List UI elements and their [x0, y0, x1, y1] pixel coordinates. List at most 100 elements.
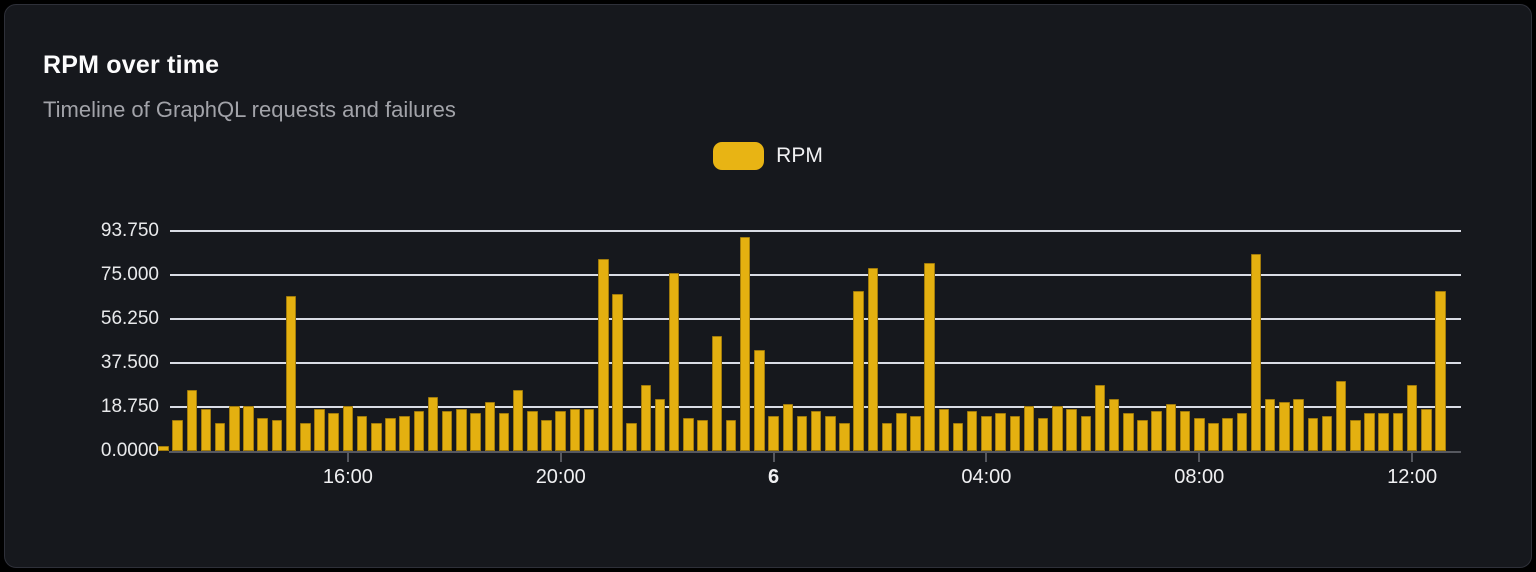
- bar[interactable]: [257, 418, 268, 451]
- bar[interactable]: [328, 413, 339, 451]
- bar[interactable]: [1037, 418, 1049, 451]
- bar[interactable]: [1108, 399, 1120, 451]
- bar[interactable]: [1066, 408, 1077, 451]
- bar[interactable]: [158, 446, 169, 451]
- bar[interactable]: [952, 422, 964, 451]
- bar[interactable]: [371, 422, 382, 451]
- bar[interactable]: [1208, 422, 1219, 451]
- bar[interactable]: [555, 411, 566, 451]
- bar[interactable]: [229, 406, 240, 451]
- bar[interactable]: [541, 420, 552, 451]
- bar[interactable]: [186, 389, 198, 451]
- bar[interactable]: [881, 422, 893, 451]
- bar[interactable]: [668, 272, 680, 451]
- bar[interactable]: [1137, 420, 1148, 451]
- bar[interactable]: [598, 258, 609, 451]
- bar[interactable]: [754, 350, 765, 451]
- bar[interactable]: [527, 411, 538, 451]
- bar[interactable]: [867, 267, 879, 451]
- bar[interactable]: [768, 415, 779, 451]
- bar[interactable]: [1052, 406, 1063, 451]
- bar[interactable]: [1350, 420, 1361, 451]
- bar[interactable]: [1222, 418, 1233, 451]
- bar[interactable]: [498, 413, 510, 451]
- bar[interactable]: [456, 408, 467, 451]
- bar[interactable]: [399, 415, 410, 451]
- bar[interactable]: [271, 420, 283, 451]
- bar[interactable]: [1179, 411, 1191, 451]
- bar[interactable]: [839, 422, 850, 451]
- bar[interactable]: [1250, 253, 1262, 451]
- rpm-bar-chart[interactable]: 0.0000 18.750 37.500 56.250 75.000 93.750 16:0…: [5, 5, 1531, 567]
- bar[interactable]: [1435, 291, 1446, 451]
- bar[interactable]: [796, 415, 808, 451]
- bar[interactable]: [966, 411, 978, 451]
- bar[interactable]: [314, 408, 325, 451]
- bar[interactable]: [1123, 413, 1134, 451]
- bar[interactable]: [1009, 415, 1021, 451]
- bar[interactable]: [626, 422, 637, 451]
- bar[interactable]: [995, 413, 1006, 451]
- bar[interactable]: [300, 422, 311, 451]
- bar[interactable]: [1279, 401, 1290, 451]
- bar[interactable]: [981, 415, 992, 451]
- bar[interactable]: [910, 415, 921, 451]
- rpm-legend-swatch: [713, 142, 765, 170]
- bar[interactable]: [243, 406, 254, 451]
- bar[interactable]: [782, 404, 793, 451]
- bar[interactable]: [356, 415, 368, 451]
- bar[interactable]: [1094, 385, 1106, 451]
- bar[interactable]: [924, 263, 935, 451]
- bar[interactable]: [1321, 415, 1333, 451]
- bar[interactable]: [654, 399, 666, 451]
- bar[interactable]: [214, 422, 226, 451]
- bar[interactable]: [1236, 413, 1248, 451]
- bar[interactable]: [612, 293, 623, 451]
- bar[interactable]: [640, 385, 652, 451]
- gridline: [170, 274, 1461, 276]
- bar[interactable]: [512, 389, 524, 451]
- gridline: [170, 406, 1461, 408]
- bar[interactable]: [896, 413, 907, 451]
- bar[interactable]: [441, 411, 453, 451]
- bar[interactable]: [1080, 415, 1091, 451]
- legend-item-rpm[interactable]: RPM: [713, 142, 823, 170]
- y-axis-tick-label: 18.750: [100, 396, 159, 417]
- bar[interactable]: [1194, 418, 1205, 451]
- bar[interactable]: [739, 237, 751, 451]
- bar[interactable]: [825, 415, 836, 451]
- bar[interactable]: [853, 291, 864, 451]
- bar[interactable]: [569, 408, 581, 451]
- bar[interactable]: [1421, 408, 1432, 451]
- x-axis-tick-mark: [346, 453, 349, 462]
- bar[interactable]: [427, 397, 439, 451]
- bar[interactable]: [1335, 380, 1347, 451]
- bar[interactable]: [342, 406, 354, 451]
- bar[interactable]: [1293, 399, 1304, 451]
- bar[interactable]: [1406, 385, 1418, 451]
- bar[interactable]: [938, 408, 950, 451]
- bar[interactable]: [810, 411, 822, 451]
- bar[interactable]: [1165, 404, 1177, 451]
- bar[interactable]: [683, 418, 694, 451]
- bar[interactable]: [413, 411, 425, 451]
- bar[interactable]: [385, 418, 396, 451]
- x-axis-tick-mark: [772, 453, 775, 462]
- bar[interactable]: [583, 408, 595, 451]
- bar[interactable]: [200, 408, 212, 451]
- bar[interactable]: [711, 336, 723, 451]
- bar[interactable]: [1378, 413, 1389, 451]
- bar[interactable]: [484, 401, 496, 451]
- bar[interactable]: [470, 413, 481, 451]
- bar[interactable]: [725, 420, 737, 451]
- bar[interactable]: [1364, 413, 1375, 451]
- bar[interactable]: [1151, 411, 1162, 451]
- bar[interactable]: [1264, 399, 1276, 451]
- bar[interactable]: [1307, 418, 1319, 451]
- bar[interactable]: [172, 420, 183, 451]
- bar[interactable]: [1023, 406, 1035, 451]
- bar[interactable]: [285, 296, 297, 451]
- bar[interactable]: [1392, 413, 1404, 451]
- bar[interactable]: [697, 420, 708, 451]
